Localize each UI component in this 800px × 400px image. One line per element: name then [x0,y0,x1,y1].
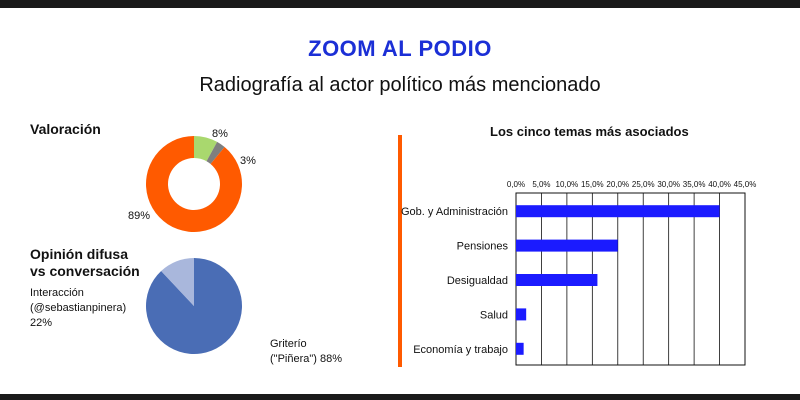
bar-tick-label: 40,0% [708,180,731,189]
bar-tick-label: 15,0% [581,180,604,189]
bar-tick-label: 30,0% [657,180,680,189]
bar-econom-a-y-trabajo [516,342,524,355]
donut-label-negative: 89% [128,210,151,222]
top-frame-bar [0,0,800,8]
bar-tick-label: 10,0% [556,180,579,189]
bar-tick-label: 45,0% [734,180,757,189]
page-subtitle: Radiografía al actor político más mencio… [199,74,601,96]
bottom-frame-bar [0,394,800,400]
interaccion-label-line3: 22% [30,317,53,329]
bar-salud [516,308,527,321]
bar-category-label: Economía y trabajo [413,344,508,356]
bar-tick-label: 20,0% [606,180,629,189]
donut-label-positive: 8% [212,128,228,140]
opinion-heading-line1: Opinión difusa [30,246,128,262]
donut-slice-2 [145,136,242,233]
temas-heading: Los cinco temas más asociados [490,124,689,139]
bar-category-label: Gob. y Administración [401,206,508,218]
pie-slice-1 [161,258,194,306]
bar-category-label: Desigualdad [447,275,508,287]
donut-label-neutral: 3% [240,155,256,167]
bar-tick-label: 25,0% [632,180,655,189]
opinion-heading-line2: vs conversación [30,263,140,279]
bar-gob-y-administraci-n [516,205,720,218]
bar-tick-label: 5,0% [532,180,550,189]
bar-desigualdad [516,274,598,286]
donut-slice-1 [206,141,225,164]
section-divider [398,135,402,367]
bar-tick-label: 35,0% [683,180,706,189]
page-title: ZOOM AL PODIO [308,36,492,61]
bar-tick-label: 0,0% [507,180,525,189]
bar-category-label: Pensiones [457,241,509,253]
griterio-label-line2: ("Piñera") 88% [270,353,343,365]
interaccion-label-line2: (@sebastianpinera) [30,302,127,314]
donut-slice-0 [194,136,218,162]
bar-category-label: Salud [480,309,508,321]
bar-pensiones [516,239,618,252]
pie-slice-0 [145,258,242,355]
griterio-label-line1: Griterío [270,338,307,350]
interaccion-label-line1: Interacción [30,287,84,299]
valoracion-heading: Valoración [30,121,101,137]
